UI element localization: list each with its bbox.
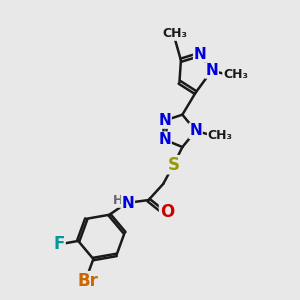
Text: N: N [122,196,134,211]
Text: N: N [158,113,171,128]
Text: F: F [54,235,65,253]
Text: CH₃: CH₃ [223,68,248,81]
Text: CH₃: CH₃ [208,129,233,142]
Text: N: N [194,47,206,62]
Text: N: N [206,63,218,78]
Text: CH₃: CH₃ [163,27,188,40]
Text: Br: Br [77,272,98,290]
Text: O: O [160,203,174,221]
Text: N: N [158,132,171,147]
Text: N: N [189,123,202,138]
Text: H: H [113,194,123,207]
Text: S: S [168,156,180,174]
